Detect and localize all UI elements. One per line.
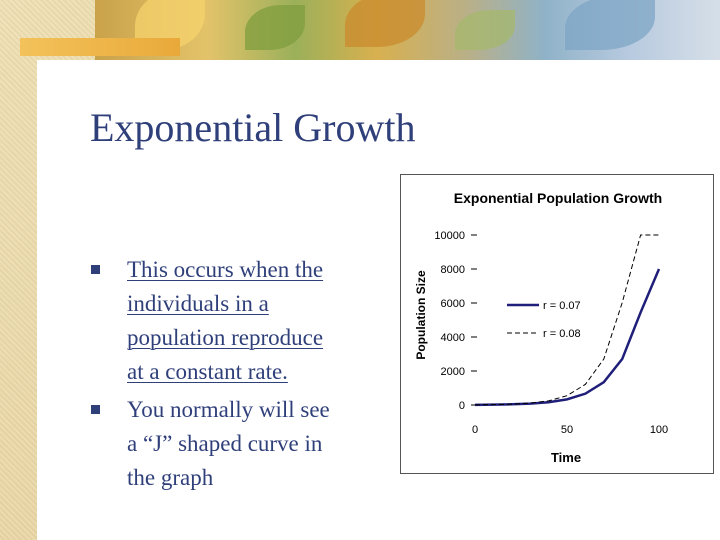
x-tick-label: 50 [561,424,573,436]
y-tick-label: 4000 [441,332,465,344]
chart-series [474,234,661,407]
bullet-line: at a constant rate. [127,359,288,384]
series-line [474,234,659,406]
bullet-line: population reproduce [127,325,324,350]
chart-legend: r = 0.07 r = 0.08 [507,300,581,340]
legend-label: r = 0.07 [543,300,581,312]
slide-title: Exponential Growth [90,105,416,150]
bullet-line: a “J” shaped curve in [127,431,323,456]
y-axis-label: Population Size [414,270,428,360]
series-line [474,268,661,407]
chart-title: Exponential Population Growth [454,190,662,206]
y-tick-label: 10000 [434,230,465,242]
legend-label: r = 0.08 [543,328,581,340]
y-tick-label: 6000 [441,298,465,310]
decorative-strip [20,38,180,56]
x-axis-label: Time [551,450,581,465]
bullet-line: individuals in a [127,291,269,316]
bullet-item: You normally will see a “J” shaped curve… [88,393,388,495]
decorative-banner [95,0,720,62]
bullet-line: This occurs when the [127,257,324,282]
y-tick-label: 0 [459,400,465,412]
y-tick-label: 8000 [441,264,465,276]
bullet-list: This occurs when the individuals in a po… [88,253,388,499]
bullet-line: You normally will see [127,397,330,422]
y-tick-label: 2000 [441,366,465,378]
x-tick-label: 100 [650,424,668,436]
bullet-item: This occurs when the individuals in a po… [88,253,388,389]
chart-frame: Exponential Population Growth Population… [400,174,714,474]
bullet-line: the graph [127,465,214,490]
x-tick-label: 0 [472,424,478,436]
bullet-marker-icon [91,265,100,274]
exponential-growth-chart: Exponential Population Growth Population… [414,190,668,465]
chart-axes: 0 2000 4000 6000 8000 10000 0 50 100 [434,230,668,436]
bullet-marker-icon [91,405,100,414]
